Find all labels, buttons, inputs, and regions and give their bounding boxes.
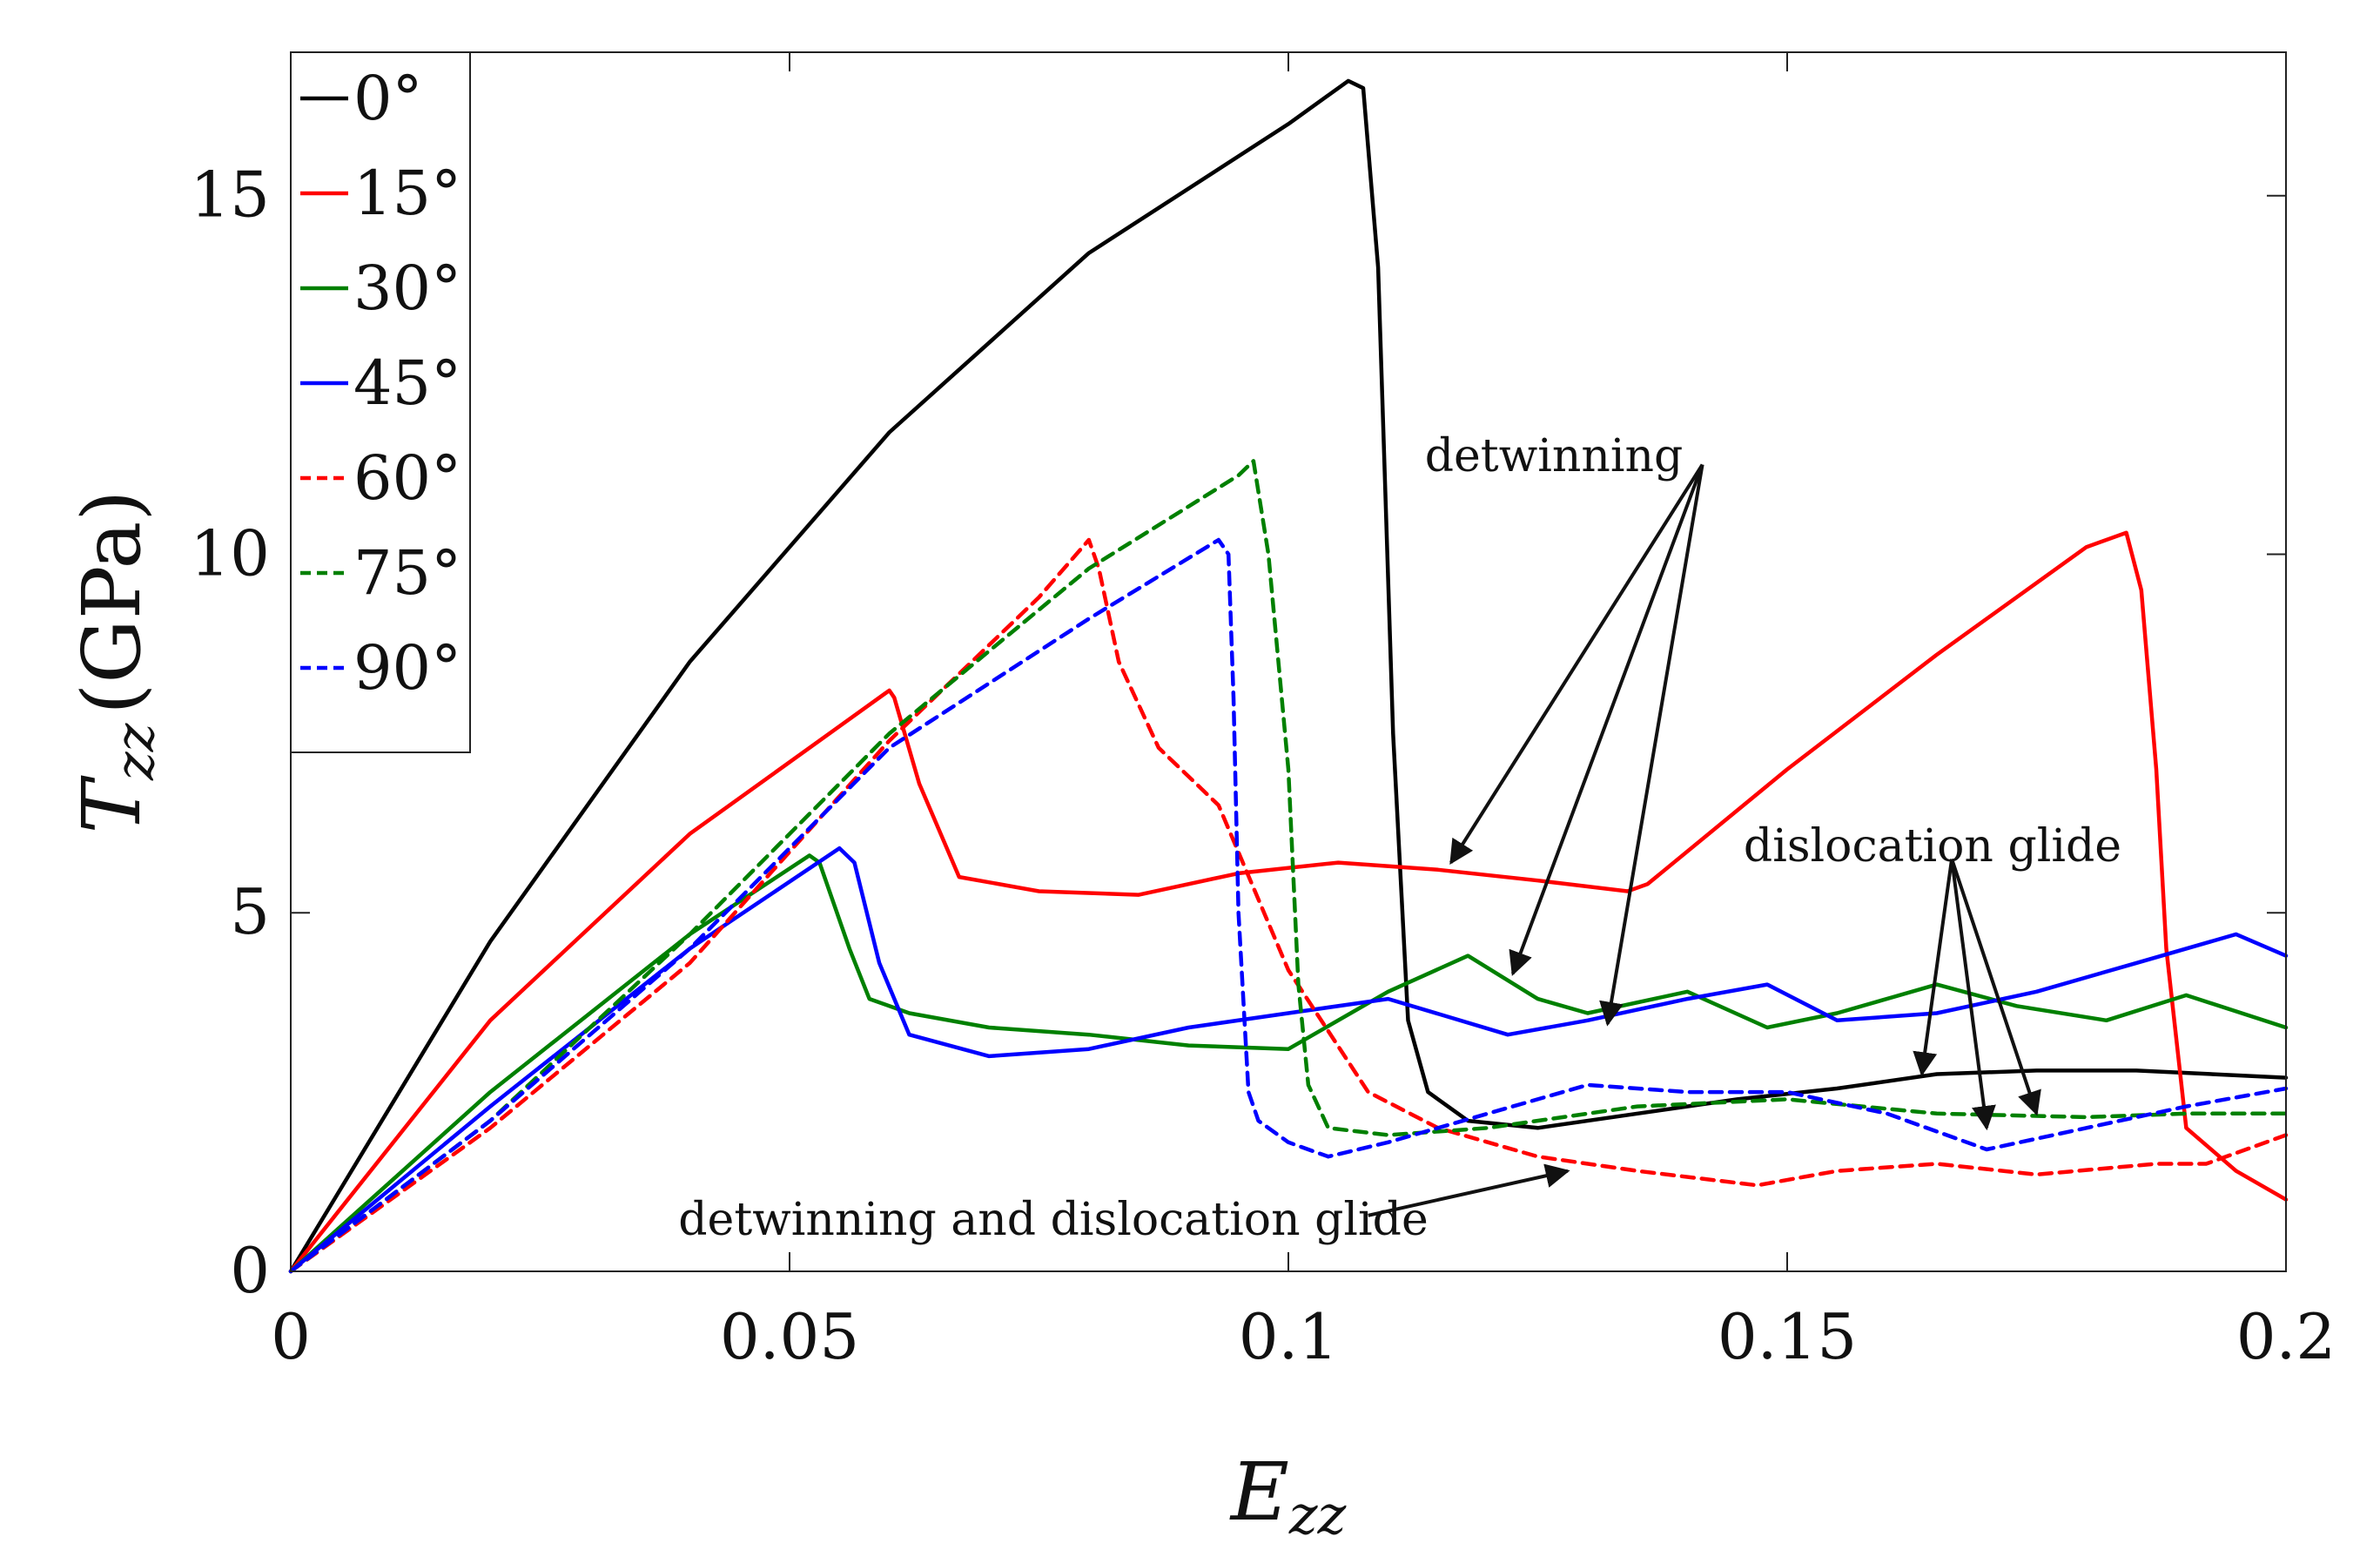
series-line-6 xyxy=(288,459,2289,1274)
annotation-label: dislocation glide xyxy=(1744,820,2121,873)
legend-label: 60° xyxy=(353,442,461,514)
y-axis-label-main: T xyxy=(65,775,158,833)
x-tick-label: 0.1 xyxy=(1239,1300,1339,1373)
legend-label: 90° xyxy=(353,632,461,704)
x-axis-label-main: E xyxy=(1229,1446,1289,1539)
annotation-arrow xyxy=(1509,463,1704,976)
annotation-label: detwinning and dislocation glide xyxy=(678,1194,1428,1246)
series-line-5 xyxy=(288,537,2289,1274)
x-tick-label: 0 xyxy=(271,1300,311,1373)
series-line-2 xyxy=(288,530,2289,1274)
annotation-arrow xyxy=(1449,463,1704,865)
series-line-1 xyxy=(288,78,2289,1274)
y-axis-label: Tzz (GPa) xyxy=(65,490,166,834)
annotation-label: detwinning xyxy=(1425,430,1684,482)
x-axis-label: Ezz xyxy=(1229,1446,1347,1547)
x-tick-label: 0.05 xyxy=(720,1300,859,1373)
x-tick-label: 0.15 xyxy=(1718,1300,1857,1373)
series-line-4 xyxy=(288,846,2289,1274)
y-axis-label-sub: zz xyxy=(103,723,166,781)
annotation-arrow xyxy=(1950,859,1996,1131)
y-tick-label: 0 xyxy=(230,1234,270,1307)
x-axis-label-sub: zz xyxy=(1288,1483,1347,1547)
plot-area xyxy=(291,52,2286,1271)
y-axis-label-unit: (GPa) xyxy=(65,490,158,715)
y-tick-label: 15 xyxy=(190,158,270,232)
legend-box xyxy=(290,51,471,753)
annotation-arrow xyxy=(1950,858,2041,1116)
annotation-arrow xyxy=(1368,1163,1570,1217)
legend-label: 0° xyxy=(353,63,423,134)
legend-label: 15° xyxy=(353,158,461,229)
annotation-layer: detwinning dislocation glide detwinning an… xyxy=(678,430,2121,1246)
legend-label: 30° xyxy=(353,253,461,324)
y-tick-label: 5 xyxy=(230,875,270,948)
annotation-arrow xyxy=(1913,859,1954,1077)
series-layer xyxy=(288,78,2289,1274)
series-line-7 xyxy=(288,537,2289,1274)
legend-label: 45° xyxy=(353,347,461,419)
annotation-arrow xyxy=(1599,464,1704,1027)
y-tick-label: 10 xyxy=(190,516,270,590)
legend-label: 75° xyxy=(353,537,461,609)
legend: 0° 15° 30° 45° 60° 75° 90° xyxy=(290,51,471,753)
tick-layer: 0 0.05 0.1 0.15 0.2 0 5 10 15 xyxy=(190,52,2336,1373)
x-tick-label: 0.2 xyxy=(2236,1300,2336,1373)
